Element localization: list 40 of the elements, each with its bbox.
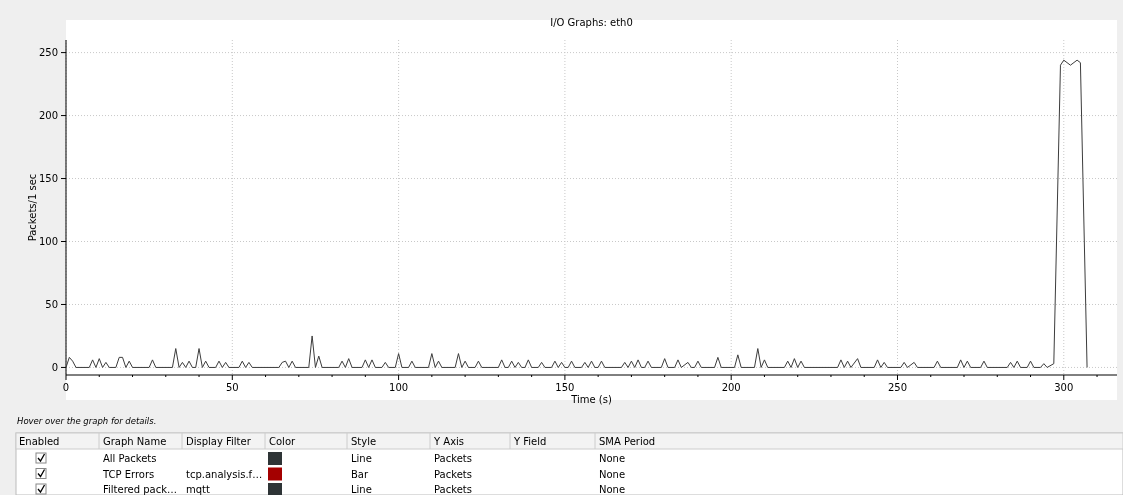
text: Line: [351, 484, 372, 495]
text: None: [599, 484, 626, 495]
line-series: [65, 59, 1088, 368]
text: Hover over the graph for details.: [17, 416, 157, 426]
y-tick-label: 150: [38, 173, 58, 185]
text: Color: [269, 436, 296, 447]
text: Y Axis: [433, 436, 465, 447]
y-axis-title: Packets/1 sec: [27, 173, 38, 242]
text: Enabled: [19, 436, 60, 447]
x-tick-label: 150: [555, 382, 575, 393]
text: Line: [351, 453, 372, 464]
text: None: [599, 453, 626, 464]
text: mqtt: [186, 484, 211, 495]
text: Bar: [351, 468, 369, 480]
x-tick-label: 200: [721, 382, 741, 393]
text: Display Filter: [186, 436, 252, 447]
y-tick-label: 0: [51, 361, 58, 373]
text: Filtered pack…: [103, 484, 177, 495]
text: TCP Errors: [102, 468, 155, 480]
text: Graph Name: [103, 436, 167, 447]
x-tick-label: 0: [62, 382, 70, 393]
chart-title: I/O Graphs: eth0: [550, 17, 633, 28]
x-axis-title: Time (s): [570, 394, 612, 405]
text: None: [599, 468, 626, 480]
text: Packets: [434, 468, 472, 480]
text: Packets: [434, 453, 472, 464]
y-tick-label: 200: [38, 110, 58, 122]
x-tick-label: 100: [389, 382, 409, 393]
y-tick-label: 100: [38, 236, 58, 247]
text: All Packets: [103, 453, 157, 464]
y-tick-label: 50: [45, 298, 58, 310]
text: Y Field: [513, 436, 547, 447]
x-tick-label: 50: [225, 382, 239, 393]
text: tcp.analysis.f…: [186, 468, 263, 480]
text: Packets: [434, 484, 472, 495]
y-tick-label: 250: [38, 47, 58, 59]
x-tick-label: 300: [1054, 382, 1074, 393]
x-tick-label: 250: [887, 382, 908, 393]
text: SMA Period: [599, 436, 656, 447]
text: Style: [351, 436, 377, 447]
